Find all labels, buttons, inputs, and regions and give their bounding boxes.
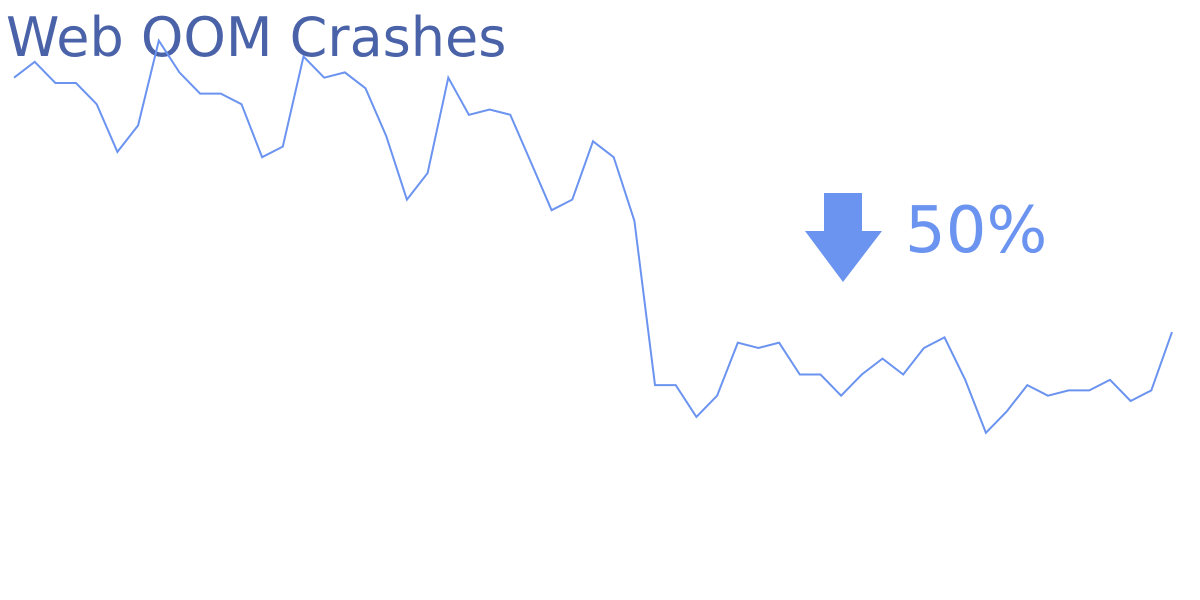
series-line: [13, 38, 1173, 435]
series-layer: [13, 38, 1173, 435]
reduction-label: 50%: [905, 194, 1048, 268]
arrow-down-icon: [805, 193, 882, 282]
chart-title: Web OOM Crashes: [6, 6, 507, 69]
